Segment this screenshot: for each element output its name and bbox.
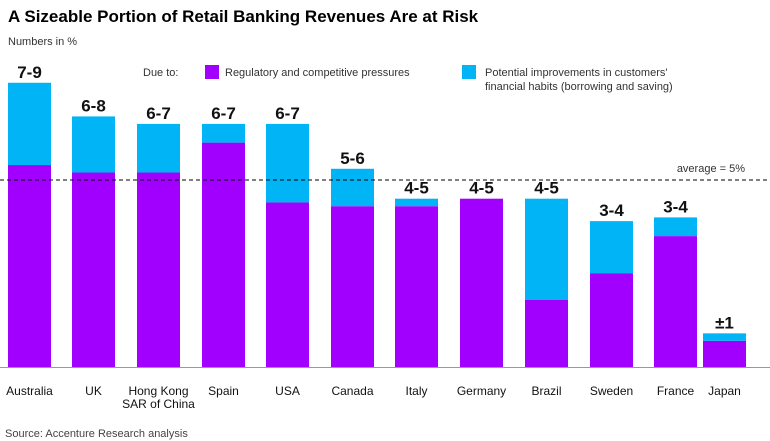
range-label: 5-6 [340,149,365,168]
bar-regulatory [8,165,51,367]
category-label: Germany [457,384,506,398]
bar-regulatory [266,202,309,367]
bar-regulatory [331,206,374,367]
category-label: France [657,384,695,398]
range-label: 6-7 [146,104,171,123]
bar-regulatory [202,142,245,367]
bar-habits [331,168,374,207]
bar-habits [654,217,697,237]
category-label: USA [275,384,300,398]
source-note: Source: Accenture Research analysis [5,428,188,440]
bar-regulatory [137,172,180,367]
legend-label-habits-line2: financial habits (borrowing and saving) [485,81,673,93]
range-label: 6-7 [211,104,236,123]
category-label: Hong Kong [128,384,188,398]
category-label: Japan [708,384,741,398]
range-label: 4-5 [404,179,429,198]
legend-swatch-habits [462,65,476,79]
category-label: Italy [405,384,427,398]
bar-habits [137,123,180,173]
bars [8,82,746,367]
bar-regulatory [460,198,503,367]
bar-regulatory [703,340,746,367]
bar-regulatory [72,172,115,367]
bar-habits [703,333,746,341]
category-label: Canada [331,384,373,398]
range-label: 3-4 [599,201,624,220]
legend: Due to: Regulatory and competitive press… [143,65,673,93]
legend-label-regulatory: Regulatory and competitive pressures [225,67,410,79]
bar-habits [8,82,51,166]
category-label: Australia [6,384,53,398]
bar-regulatory [590,273,633,367]
range-label: ±1 [715,313,734,332]
range-label: 6-8 [81,96,106,115]
bar-habits [72,116,115,173]
bar-habits [266,123,309,203]
range-label: 4-5 [534,179,559,198]
bar-habits [525,198,568,300]
bar-habits [590,221,633,274]
bar-habits [202,123,245,143]
bar-regulatory [525,299,568,367]
bar-regulatory [654,236,697,367]
category-label: Spain [208,384,239,398]
bar-habits [395,198,438,207]
legend-swatch-regulatory [205,65,219,79]
category-label: UK [85,384,102,398]
chart-title: A Sizeable Portion of Retail Banking Rev… [8,7,479,26]
category-label: Brazil [531,384,561,398]
average-label: average = 5% [677,163,745,175]
range-label: 7-9 [17,63,42,82]
range-label: 3-4 [663,197,688,216]
legend-label-habits-line1: Potential improvements in customers' [485,67,667,79]
range-label: 4-5 [469,179,494,198]
chart-subtitle: Numbers in % [8,36,77,48]
bar-regulatory [395,206,438,367]
legend-prefix: Due to: [143,67,178,79]
category-label: SAR of China [122,397,195,411]
range-label: 6-7 [275,104,300,123]
category-label: Sweden [590,384,633,398]
